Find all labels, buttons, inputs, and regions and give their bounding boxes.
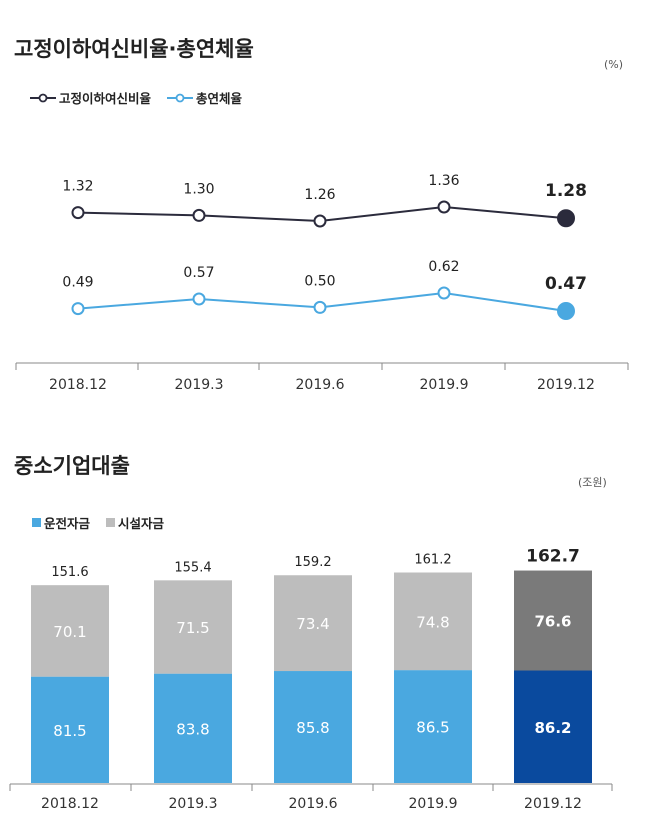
bar-value-label: 85.8 [296,719,329,737]
chart2-legend: 운전자금 시설자금 [32,513,180,532]
chart2-unit: (조원) [578,476,607,489]
bar-value-label: 83.8 [176,720,209,738]
data-label: 1.36 [428,173,459,189]
legend-item-npl: 고정이하여신비율 [30,88,151,107]
bar-total-label: 161.2 [414,553,451,568]
chart1-legend: 고정이하여신비율 총연체율 [30,88,258,107]
line-marker-icon [30,93,56,102]
bar-segment-facility [154,580,232,674]
data-label: 1.32 [62,179,93,195]
bar-value-label: 71.5 [176,619,209,637]
bar-segment-working [394,670,472,783]
x-tick-label: 2019.3 [169,796,218,812]
legend-label-facility: 시설자금 [118,516,165,531]
data-point [437,200,451,214]
data-point [192,208,206,222]
chart1-unit: (%) [604,58,624,71]
bar-segment-working [514,670,592,783]
x-tick-label: 2018.12 [49,377,107,393]
x-tick-label: 2019.12 [537,377,595,393]
data-label: 0.62 [428,259,459,275]
bar-value-label: 73.4 [296,615,329,633]
bar-segment-working [274,671,352,783]
bar-value-label: 86.5 [416,719,449,737]
bar-value-label: 81.5 [53,722,86,740]
legend-label-npl: 고정이하여신비율 [59,91,152,106]
bar-segment-facility [274,575,352,672]
data-label: 1.26 [304,187,335,203]
line-chart: 1.32 1.30 1.26 1.36 1.28 0.49 0.57 0.50 0.62 0.47… [15,173,629,393]
chart1-title: 고정이하여신비율·총연체율 [14,37,254,61]
x-tick-label: 2019.9 [409,796,458,812]
x-tick-label: 2019.6 [296,377,345,393]
data-point [557,302,575,320]
x-tick-label: 2019.3 [175,377,224,393]
data-point [71,302,85,316]
legend-swatch [32,518,41,527]
bar-segment-facility [514,570,592,671]
data-point [71,206,85,220]
legend-item-delinquency: 총연체율 [167,88,242,107]
bar-value-label: 70.1 [53,623,86,641]
x-tick-label: 2018.12 [41,796,99,812]
data-point [437,286,451,300]
data-label: 1.30 [183,181,214,197]
legend-label-working: 운전자금 [44,516,91,531]
x-tick-label: 2019.12 [524,796,582,812]
data-point [557,209,575,228]
x-tick-label: 2019.6 [289,796,338,812]
bar-segment-working [31,676,109,783]
bar-total-label: 162.7 [526,547,580,567]
bar-value-label: 74.8 [416,613,449,631]
bar-value-label: 76.6 [534,613,571,631]
bar-total-label: 155.4 [174,560,211,575]
bar-segment-working [154,673,232,783]
bar-value-label: 86.2 [534,719,571,737]
x-tick-label: 2019.9 [420,377,469,393]
data-point [192,292,206,306]
legend-swatch [106,518,116,527]
bar-total-label: 151.6 [51,565,88,580]
data-label: 0.47 [545,274,587,294]
data-label: 0.57 [183,265,214,281]
data-label: 0.49 [62,275,93,291]
legend-item-facility: 시설자금 [106,513,164,532]
bar-segment-facility [394,572,472,671]
data-label: 1.28 [545,181,587,201]
line-marker-icon [167,93,194,102]
bar-segment-facility [31,585,109,677]
data-point [313,214,327,228]
legend-label-delinquency: 총연체율 [196,91,243,106]
data-point [313,300,327,314]
bar-total-label: 159.2 [294,555,331,570]
legend-item-working: 운전자금 [32,513,90,532]
data-label: 0.50 [304,273,335,289]
chart2-title: 중소기업대출 [14,454,130,478]
